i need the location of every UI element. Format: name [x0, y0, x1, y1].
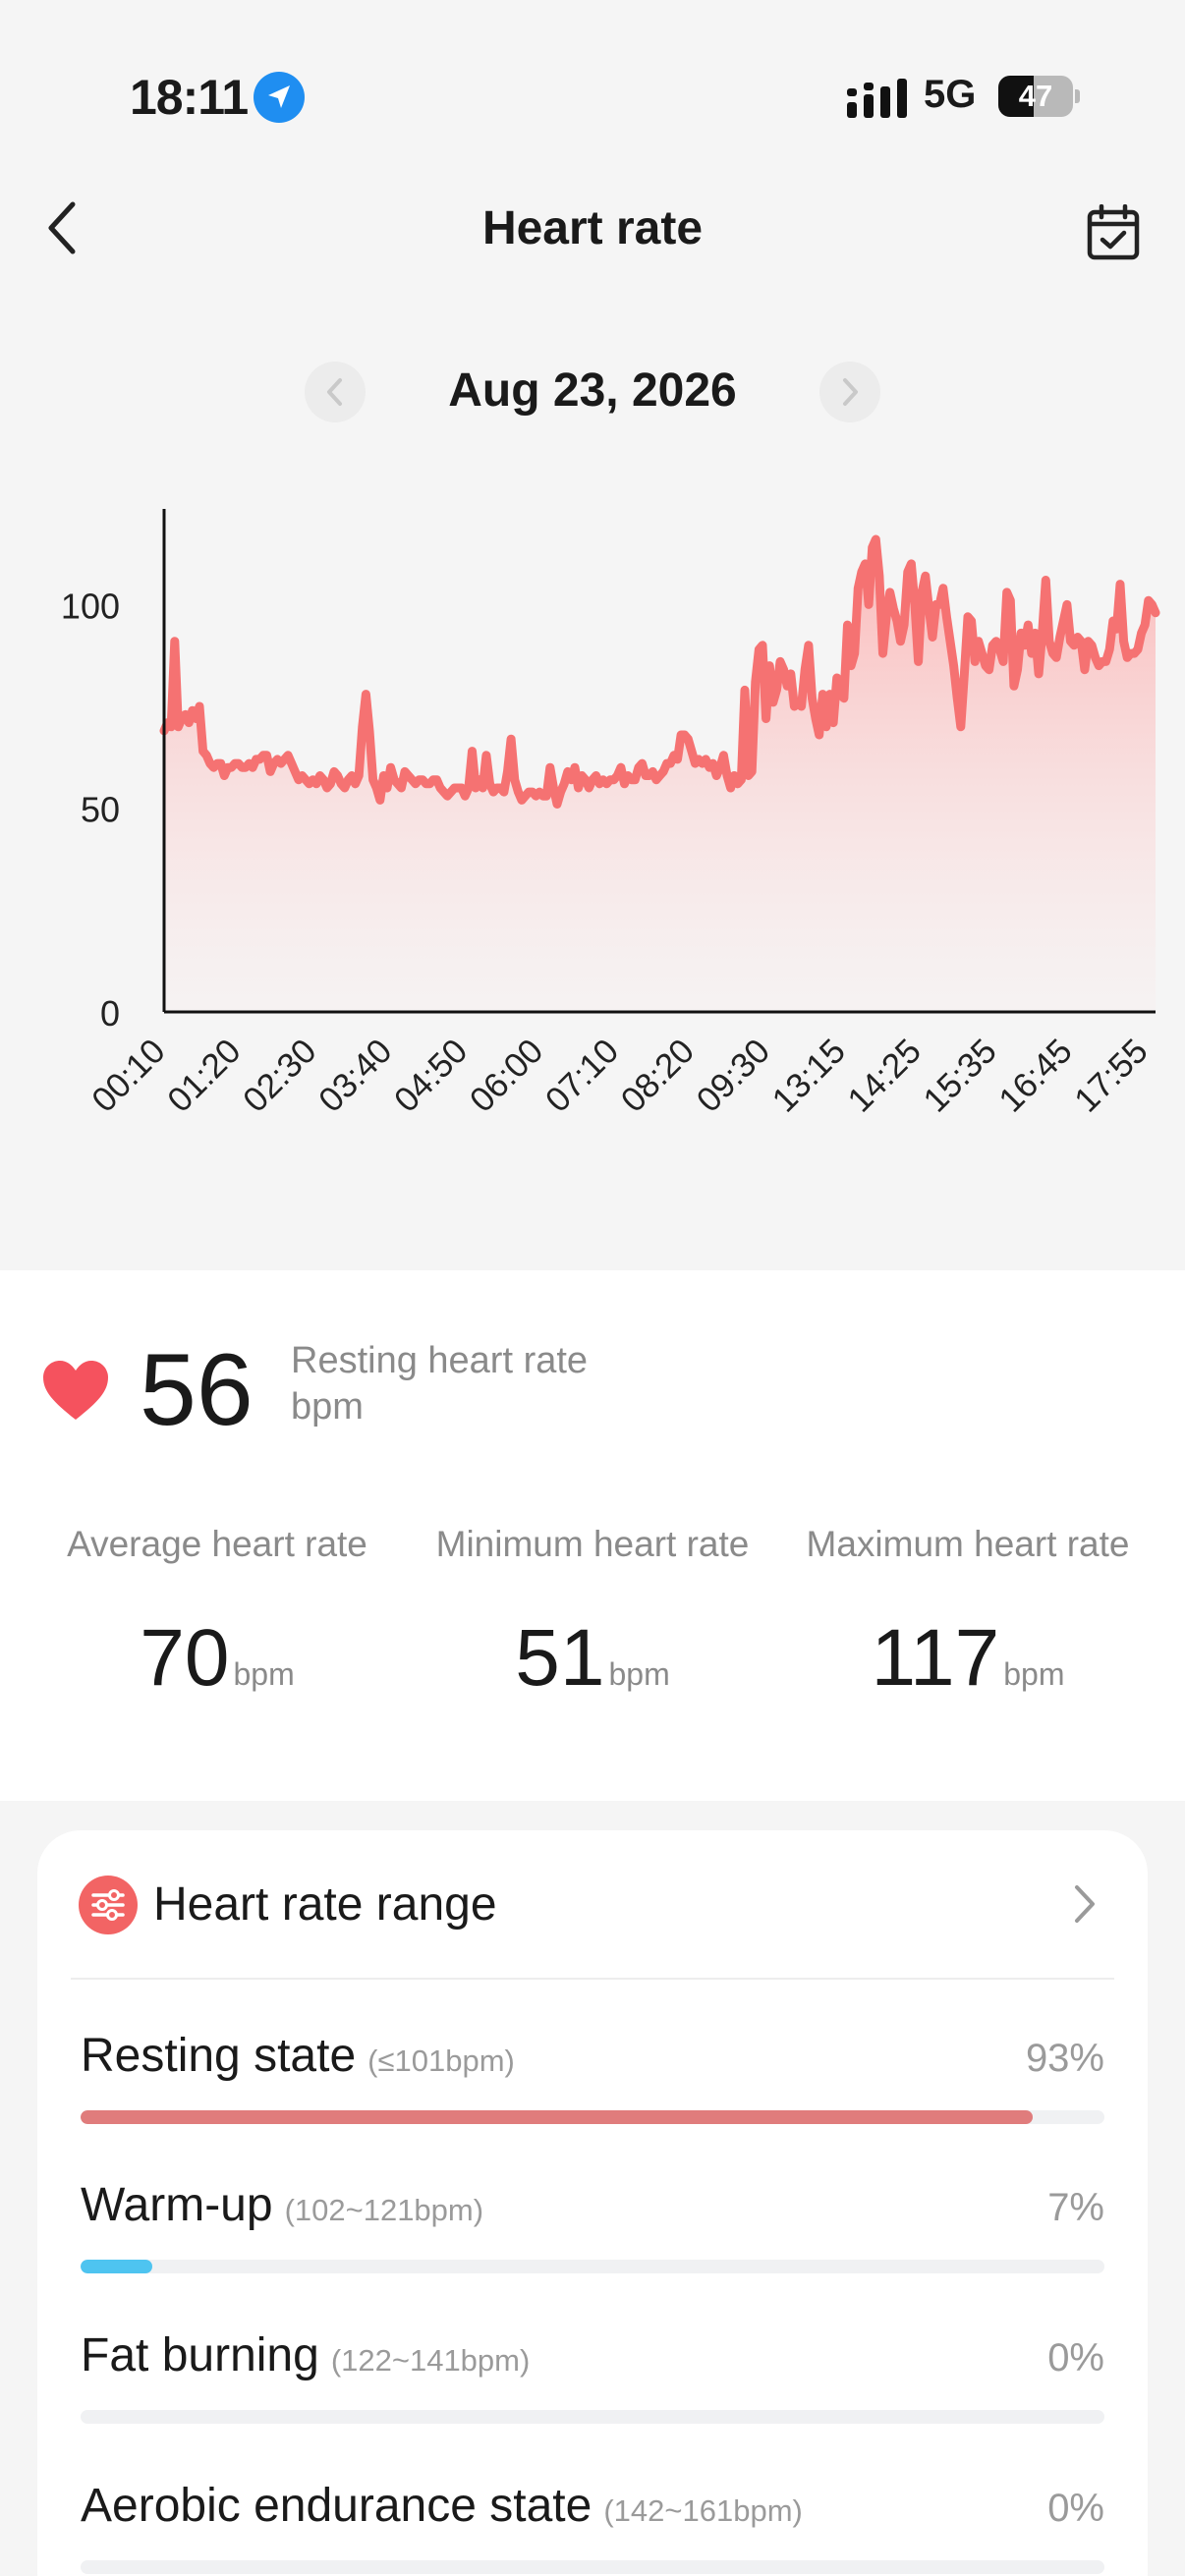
x-tick-label: 09:30 [690, 1032, 778, 1120]
x-tick-label: 13:15 [764, 1032, 853, 1120]
range-percent: 0% [1047, 2487, 1104, 2530]
heart-rate-range-card[interactable]: Heart rate range Resting state (≤101bpm) … [37, 1830, 1148, 2576]
range-bounds: (122~141bpm) [330, 2343, 531, 2378]
x-tick-label: 03:40 [311, 1032, 400, 1120]
y-tick-label: 100 [61, 586, 120, 626]
chevron-left-icon [327, 378, 342, 406]
range-progress-track [81, 2410, 1104, 2424]
previous-day-button[interactable] [305, 362, 366, 422]
range-progress-track [81, 2560, 1104, 2574]
range-name: Aerobic endurance state [81, 2480, 592, 2532]
x-tick-label: 14:25 [840, 1032, 929, 1120]
cellular-signal-icon [847, 79, 907, 118]
range-name: Fat burning [81, 2329, 319, 2381]
stat-unit: bpm [1003, 1656, 1065, 1692]
range-bounds: (102~121bpm) [284, 2193, 484, 2227]
network-type: 5G [924, 73, 977, 116]
x-tick-label: 00:10 [85, 1032, 173, 1120]
range-name: Warm-up [81, 2179, 273, 2231]
stat-label: Minimum heart rate [435, 1524, 750, 1564]
status-bar: 18:11 5G 47 [0, 0, 1185, 187]
range-name: Resting state [81, 2030, 357, 2082]
x-tick-label: 02:30 [236, 1032, 324, 1120]
divider [71, 1978, 1114, 1980]
y-tick-label: 50 [81, 790, 120, 830]
battery-icon: 47 [998, 76, 1080, 117]
range-progress-fill [81, 2260, 152, 2273]
y-tick-label: 0 [100, 993, 120, 1034]
status-time: 18:11 [130, 70, 249, 125]
range-percent: 0% [1047, 2336, 1104, 2380]
selected-date: Aug 23, 2026 [448, 364, 737, 417]
range-item-warm-up: Warm-up (102~121bpm) 7% [81, 2176, 1104, 2304]
heart-rate-chart[interactable]: 0 50 100 00:1001:2002:3003:4004:5006:0007:… [0, 472, 1185, 1218]
minimum-heart-rate: Minimum heart rate 51 bpm [406, 1524, 779, 1703]
x-tick-label: 06:00 [463, 1032, 551, 1120]
battery-level: 47 [1018, 79, 1053, 113]
stat-value: 51 [515, 1613, 605, 1703]
range-item-resting-state: Resting state (≤101bpm) 93% [81, 2027, 1104, 2155]
x-tick-label: 07:10 [538, 1032, 627, 1120]
back-button[interactable] [33, 193, 92, 263]
range-percent: 7% [1047, 2186, 1104, 2229]
resting-heart-rate-label: Resting heart rate [291, 1340, 589, 1381]
resting-heart-rate-unit: bpm [291, 1386, 364, 1428]
range-progress-track [81, 2260, 1104, 2273]
calendar-button[interactable] [1079, 198, 1148, 267]
x-tick-label: 16:45 [991, 1032, 1080, 1120]
average-heart-rate: Average heart rate 70 bpm [30, 1524, 404, 1703]
x-tick-label: 01:20 [160, 1032, 249, 1120]
heart-icon [43, 1361, 108, 1420]
x-tick-label: 08:20 [614, 1032, 703, 1120]
range-item-fat-burning: Fat burning (122~141bpm) 0% [81, 2326, 1104, 2454]
stat-label: Maximum heart rate [806, 1524, 1130, 1564]
range-percent: 93% [1025, 2037, 1104, 2080]
calendar-check-icon [1087, 204, 1140, 260]
range-progress-fill [81, 2110, 1034, 2124]
resting-heart-rate-value: 56 [140, 1333, 254, 1447]
range-bounds: (≤101bpm) [367, 2044, 515, 2078]
resting-heart-rate-card: 56 Resting heart rate bpm Average heart … [0, 1270, 1185, 1801]
range-progress-track [81, 2110, 1104, 2124]
stat-value: 70 [140, 1613, 230, 1703]
range-card-title: Heart rate range [153, 1878, 497, 1931]
next-day-button[interactable] [819, 362, 880, 422]
stat-unit: bpm [233, 1656, 295, 1692]
page-title: Heart rate [481, 202, 704, 254]
chevron-left-icon [48, 201, 76, 254]
stat-label: Average heart rate [67, 1524, 367, 1564]
x-tick-label: 15:35 [916, 1032, 1004, 1120]
chevron-right-icon [843, 378, 858, 406]
location-arrow-icon [254, 72, 305, 123]
range-item-aerobic-endurance: Aerobic endurance state (142~161bpm) 0% [81, 2477, 1104, 2576]
chevron-right-icon[interactable] [1065, 1879, 1104, 1929]
range-bounds: (142~161bpm) [603, 2493, 803, 2528]
stat-value: 117 [871, 1613, 1000, 1703]
maximum-heart-rate: Maximum heart rate 117 bpm [781, 1524, 1155, 1703]
x-tick-label: 17:55 [1067, 1032, 1156, 1120]
stat-unit: bpm [608, 1656, 670, 1692]
sliders-icon [79, 1876, 138, 1934]
heart-rate-line [159, 534, 1160, 809]
x-tick-label: 04:50 [387, 1032, 476, 1120]
